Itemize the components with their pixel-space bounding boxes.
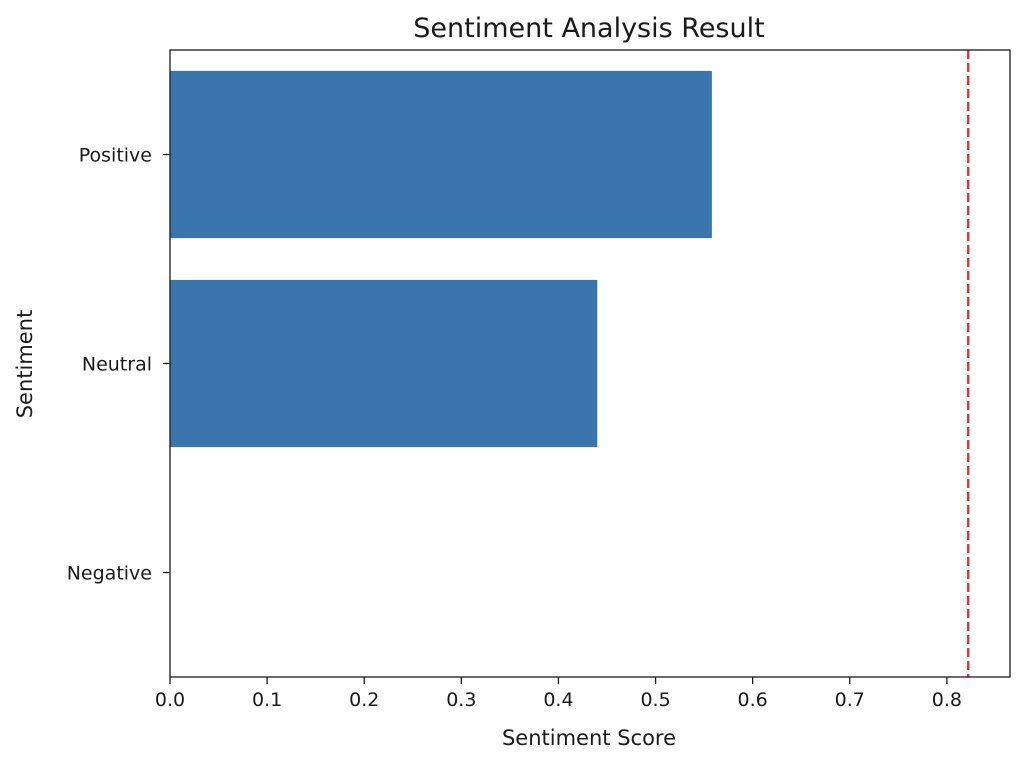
y-tick-label: Negative [67,563,152,585]
bar-neutral [170,279,598,448]
y-axis-ticks: Positive Neutral Negative [67,145,170,585]
x-axis-label: Sentiment Score [502,726,676,750]
x-tick-label: 0.5 [640,689,670,711]
x-tick-label: 0.1 [252,689,282,711]
bar-positive [170,70,712,239]
x-axis-ticks: 0.0 0.1 0.2 0.3 0.4 0.5 0.6 0.7 0.8 [155,677,962,711]
x-tick-label: 0.7 [835,689,865,711]
x-tick-label: 0.4 [543,689,573,711]
x-tick-label: 0.6 [738,689,768,711]
x-tick-label: 0.2 [349,689,379,711]
y-tick-label: Positive [79,145,152,167]
x-tick-label: 0.0 [155,689,185,711]
y-tick-label: Neutral [82,354,152,376]
x-tick-label: 0.3 [446,689,476,711]
chart-title: Sentiment Analysis Result [413,13,764,44]
y-axis-label: Sentiment [13,310,37,419]
x-tick-label: 0.8 [932,689,962,711]
bars-group [170,70,712,448]
